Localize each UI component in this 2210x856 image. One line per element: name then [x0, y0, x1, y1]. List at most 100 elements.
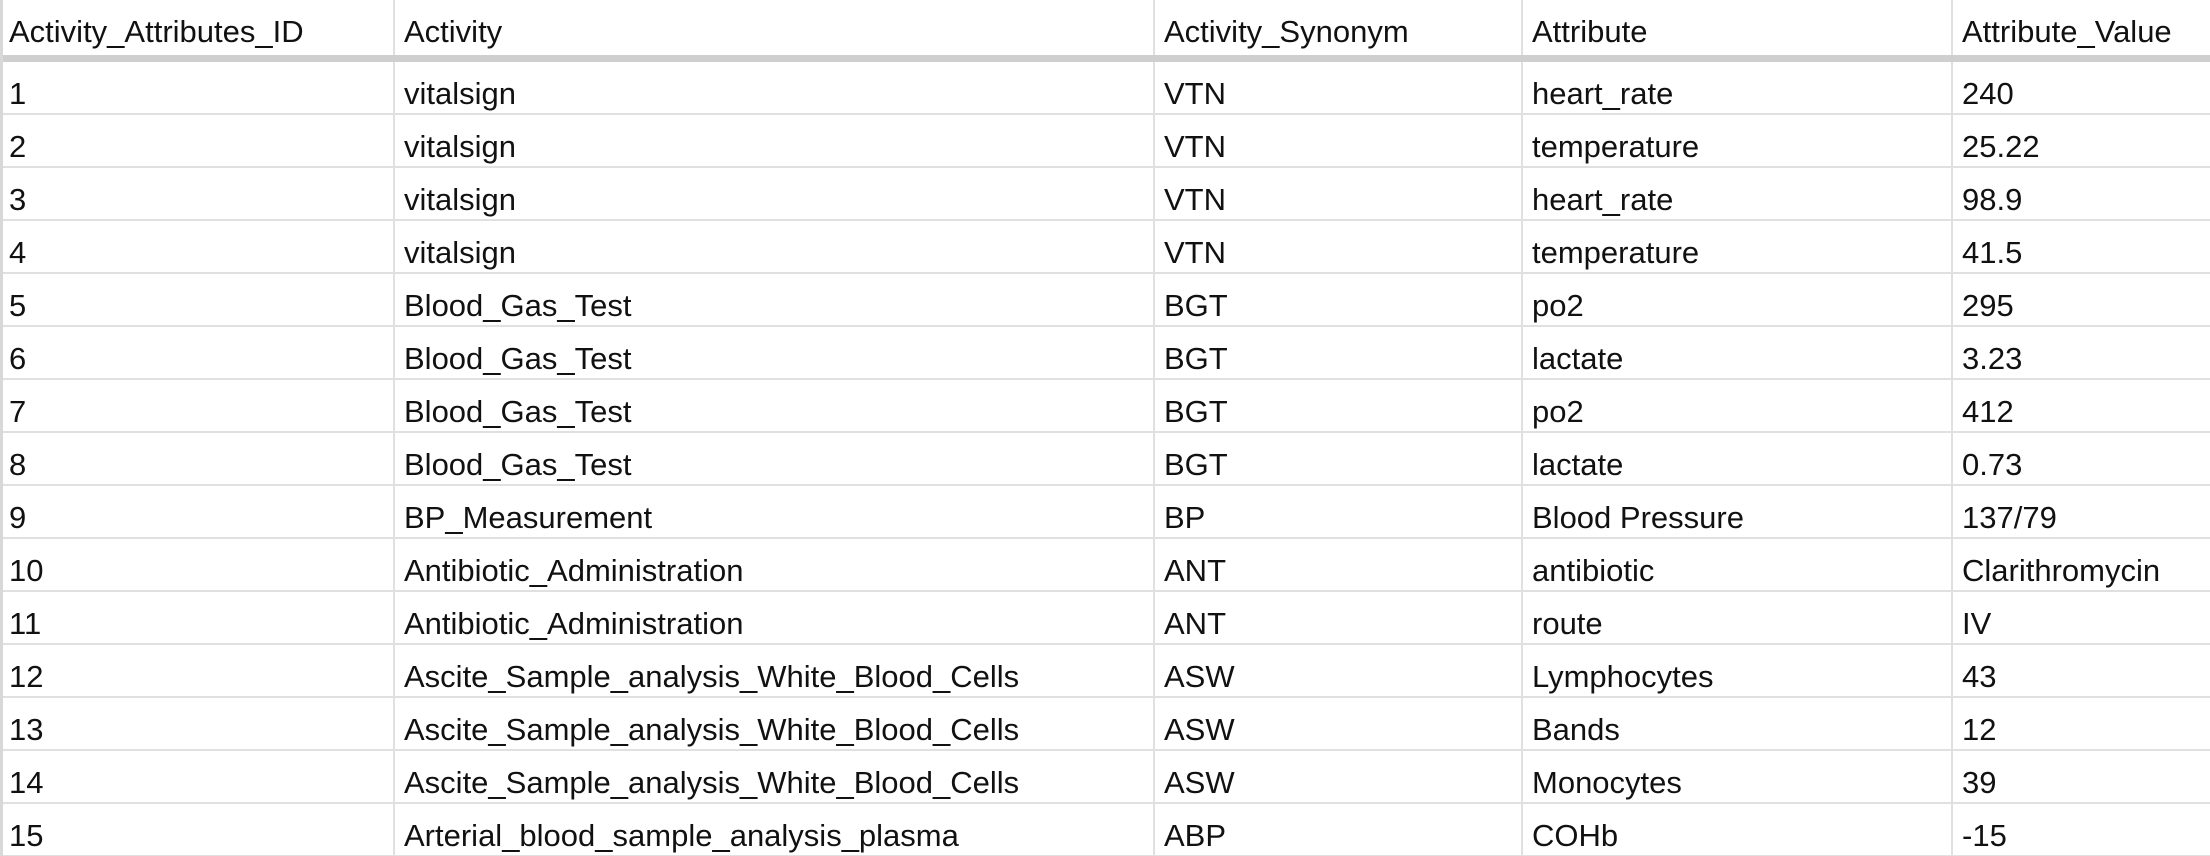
cell-activity-attributes-id[interactable]: 7 [0, 380, 395, 431]
cell-attribute-value[interactable]: 137/79 [1962, 500, 2057, 535]
cell-activity-synonym[interactable]: BGT [1155, 380, 1523, 431]
cell-activity-synonym[interactable]: BGT [1155, 327, 1523, 378]
cell-attribute[interactable]: route [1523, 592, 1953, 643]
cell-attribute-value[interactable]: 295 [1962, 288, 2014, 323]
cell-activity-attributes-id[interactable]: 13 [0, 698, 395, 749]
cell-activity-synonym[interactable]: BP [1155, 486, 1523, 537]
table-row: 15 Arterial_blood_sample_analysis_plasma… [0, 804, 2210, 856]
table-row: 8 Blood_Gas_Test BGT lactate 0.73 [0, 433, 2210, 486]
cell-attribute-value[interactable]: 25.22 [1962, 129, 2040, 164]
cell-activity-attributes-id[interactable]: 1 [0, 62, 395, 113]
cell-attribute-value[interactable]: 12 [1962, 712, 1997, 747]
cell-attribute[interactable]: Lymphocytes [1523, 645, 1953, 696]
cell-activity-attributes-id[interactable]: 12 [0, 645, 395, 696]
sheet-left-border [0, 0, 3, 856]
cell-activity[interactable]: Ascite_Sample_analysis_White_Blood_Cells [395, 645, 1155, 696]
cell-attribute[interactable]: lactate [1523, 433, 1953, 484]
cell-attribute[interactable]: temperature [1523, 221, 1953, 272]
cell-attribute-value[interactable]: -15 [1962, 818, 2007, 853]
cell-activity-synonym[interactable]: VTN [1155, 115, 1523, 166]
cell-activity-attributes-id[interactable]: 9 [0, 486, 395, 537]
cell-activity-attributes-id[interactable]: 14 [0, 751, 395, 802]
header-attribute-value[interactable]: Attribute_Value [1962, 14, 2172, 49]
cell-activity-synonym[interactable]: ANT [1155, 539, 1523, 590]
cell-attribute[interactable]: lactate [1523, 327, 1953, 378]
cell-attribute[interactable]: Bands [1523, 698, 1953, 749]
cell-activity[interactable]: vitalsign [395, 221, 1155, 272]
table-row: 13 Ascite_Sample_analysis_White_Blood_Ce… [0, 698, 2210, 751]
cell-activity[interactable]: vitalsign [395, 168, 1155, 219]
cell-activity[interactable]: vitalsign [395, 62, 1155, 113]
cell-activity[interactable]: Antibiotic_Administration [395, 592, 1155, 643]
cell-attribute-value[interactable]: 98.9 [1962, 182, 2023, 217]
cell-attribute[interactable]: Blood Pressure [1523, 486, 1953, 537]
cell-activity-attributes-id[interactable]: 8 [0, 433, 395, 484]
cell-activity[interactable]: Ascite_Sample_analysis_White_Blood_Cells [395, 751, 1155, 802]
header-attribute[interactable]: Attribute [1523, 0, 1953, 55]
cell-attribute[interactable]: antibiotic [1523, 539, 1953, 590]
cell-activity[interactable]: Blood_Gas_Test [395, 327, 1155, 378]
cell-activity-attributes-id[interactable]: 2 [0, 115, 395, 166]
cell-attribute-value[interactable]: 41.5 [1962, 235, 2023, 270]
cell-activity-attributes-id[interactable]: 5 [0, 274, 395, 325]
cell-attribute-value[interactable]: 0.73 [1962, 447, 2023, 482]
cell-activity[interactable]: BP_Measurement [395, 486, 1155, 537]
cell-attribute-value[interactable]: 412 [1962, 394, 2014, 429]
cell-attribute-value[interactable]: 39 [1962, 765, 1997, 800]
cell-activity-synonym[interactable]: ASW [1155, 645, 1523, 696]
cell-activity[interactable]: Blood_Gas_Test [395, 380, 1155, 431]
cell-attribute-value[interactable]: IV [1962, 606, 1992, 641]
cell-attribute[interactable]: po2 [1523, 274, 1953, 325]
table-row: 5 Blood_Gas_Test BGT po2 295 [0, 274, 2210, 327]
cell-activity-synonym[interactable]: VTN [1155, 221, 1523, 272]
table-row: 7 Blood_Gas_Test BGT po2 412 [0, 380, 2210, 433]
cell-activity-synonym[interactable]: ABP [1155, 804, 1523, 855]
cell-activity-synonym[interactable]: BGT [1155, 433, 1523, 484]
cell-attribute-value[interactable]: Clarithromycin [1962, 553, 2161, 588]
table-row: 14 Ascite_Sample_analysis_White_Blood_Ce… [0, 751, 2210, 804]
cell-activity-attributes-id[interactable]: 6 [0, 327, 395, 378]
table-row: 10 Antibiotic_Administration ANT antibio… [0, 539, 2210, 592]
cell-activity-attributes-id[interactable]: 11 [0, 592, 395, 643]
table-row: 9 BP_Measurement BP Blood Pressure 137/7… [0, 486, 2210, 539]
header-activity-synonym[interactable]: Activity_Synonym [1155, 0, 1523, 55]
frozen-header-divider [0, 55, 2210, 62]
table-row: 4 vitalsign VTN temperature 41.5 [0, 221, 2210, 274]
table-row: 3 vitalsign VTN heart_rate 98.9 [0, 168, 2210, 221]
table-row: 12 Ascite_Sample_analysis_White_Blood_Ce… [0, 645, 2210, 698]
cell-activity-synonym[interactable]: VTN [1155, 62, 1523, 113]
cell-attribute[interactable]: Monocytes [1523, 751, 1953, 802]
cell-attribute-value[interactable]: 240 [1962, 76, 2014, 111]
cell-activity-attributes-id[interactable]: 15 [0, 804, 395, 855]
cell-activity-attributes-id[interactable]: 3 [0, 168, 395, 219]
cell-activity[interactable]: Blood_Gas_Test [395, 433, 1155, 484]
header-activity-attributes-id[interactable]: Activity_Attributes_ID [0, 0, 395, 55]
cell-activity[interactable]: Blood_Gas_Test [395, 274, 1155, 325]
cell-activity[interactable]: Antibiotic_Administration [395, 539, 1155, 590]
header-row: Activity_Attributes_ID Activity Activity… [0, 0, 2210, 55]
cell-activity[interactable]: Arterial_blood_sample_analysis_plasma [395, 804, 1155, 855]
header-activity[interactable]: Activity [395, 0, 1155, 55]
cell-activity-synonym[interactable]: ASW [1155, 698, 1523, 749]
table-row: 6 Blood_Gas_Test BGT lactate 3.23 [0, 327, 2210, 380]
cell-activity-synonym[interactable]: VTN [1155, 168, 1523, 219]
table-row: 1 vitalsign VTN heart_rate 240 [0, 62, 2210, 115]
cell-activity-synonym[interactable]: ANT [1155, 592, 1523, 643]
cell-attribute[interactable]: po2 [1523, 380, 1953, 431]
table-row: 11 Antibiotic_Administration ANT route I… [0, 592, 2210, 645]
cell-attribute[interactable]: heart_rate [1523, 168, 1953, 219]
cell-activity[interactable]: Ascite_Sample_analysis_White_Blood_Cells [395, 698, 1155, 749]
table-body: 1 vitalsign VTN heart_rate 240 2 vitalsi… [0, 62, 2210, 856]
cell-attribute-value[interactable]: 3.23 [1962, 341, 2023, 376]
cell-attribute[interactable]: heart_rate [1523, 62, 1953, 113]
cell-activity-synonym[interactable]: ASW [1155, 751, 1523, 802]
cell-attribute[interactable]: temperature [1523, 115, 1953, 166]
cell-activity[interactable]: vitalsign [395, 115, 1155, 166]
cell-activity-attributes-id[interactable]: 10 [0, 539, 395, 590]
cell-activity-synonym[interactable]: BGT [1155, 274, 1523, 325]
table-row: 2 vitalsign VTN temperature 25.22 [0, 115, 2210, 168]
cell-attribute-value[interactable]: 43 [1962, 659, 1997, 694]
cell-activity-attributes-id[interactable]: 4 [0, 221, 395, 272]
cell-attribute[interactable]: COHb [1523, 804, 1953, 855]
